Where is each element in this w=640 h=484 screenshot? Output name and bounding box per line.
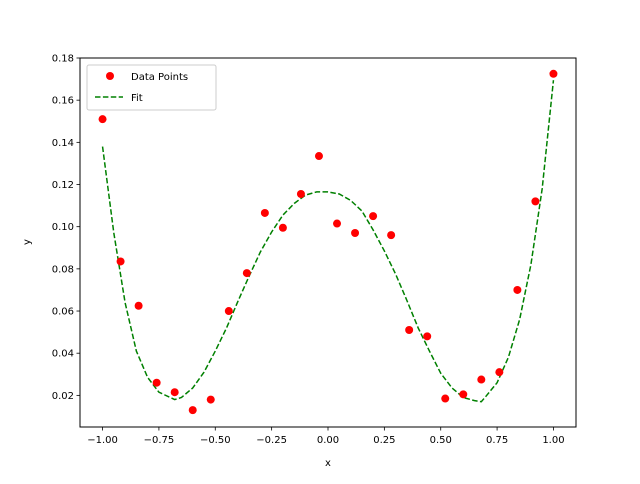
data-point	[224, 307, 233, 316]
data-point	[170, 388, 179, 397]
plot-area	[98, 69, 558, 415]
data-point	[260, 208, 269, 217]
ticks: −1.00 −0.75 −0.50 −0.25 0.00 0.25 0.50 0.75 1.00…	[52, 54, 565, 447]
fit-line	[101, 80, 555, 403]
data-point	[206, 395, 215, 404]
y-tick-label: 0.18	[52, 54, 74, 65]
x-tick-label: 1.00	[542, 435, 564, 446]
data-point	[116, 257, 125, 266]
y-tick-label: 0.12	[52, 180, 74, 191]
y-tick-label: 0.14	[52, 138, 74, 149]
data-point	[188, 406, 197, 415]
data-point	[152, 378, 161, 387]
y-tick-label: 0.16	[52, 96, 74, 107]
x-axis-label: x	[325, 458, 331, 469]
x-tick-label: 0.00	[317, 435, 339, 446]
data-point	[423, 332, 432, 341]
data-point	[369, 212, 378, 221]
y-tick-label: 0.04	[52, 349, 74, 360]
y-tick-label: 0.06	[52, 307, 74, 318]
data-point	[351, 229, 360, 238]
data-point	[441, 394, 450, 403]
y-tick-label: 0.10	[52, 222, 74, 233]
x-tick-label: 0.75	[486, 435, 508, 446]
x-tick-label: 0.50	[430, 435, 452, 446]
data-point	[405, 326, 414, 335]
legend: Data Points Fit	[86, 64, 217, 111]
data-point	[477, 375, 486, 384]
x-tick-label: −0.25	[256, 435, 287, 446]
data-point	[314, 152, 323, 161]
y-tick-label: 0.08	[52, 264, 74, 275]
legend-marker-data-points	[106, 72, 114, 80]
x-tick-label: −0.50	[200, 435, 231, 446]
data-point	[387, 231, 396, 240]
y-axis-label: y	[22, 239, 33, 245]
data-point	[296, 190, 305, 198]
data-point	[333, 219, 342, 228]
legend-box	[86, 64, 217, 111]
x-tick-label: 0.25	[373, 435, 395, 446]
data-point	[278, 223, 287, 232]
legend-label-fit: Fit	[131, 93, 143, 104]
data-point	[513, 285, 522, 294]
data-point	[98, 115, 107, 124]
data-point	[495, 368, 504, 377]
x-tick-label: −0.75	[144, 435, 175, 446]
data-point	[134, 301, 143, 310]
legend-label-data-points: Data Points	[131, 72, 188, 83]
data-point	[531, 197, 540, 206]
x-tick-label: −1.00	[87, 435, 118, 446]
data-point	[242, 269, 251, 278]
y-tick-label: 0.02	[52, 391, 74, 402]
data-point	[549, 69, 558, 78]
data-point	[459, 390, 468, 399]
